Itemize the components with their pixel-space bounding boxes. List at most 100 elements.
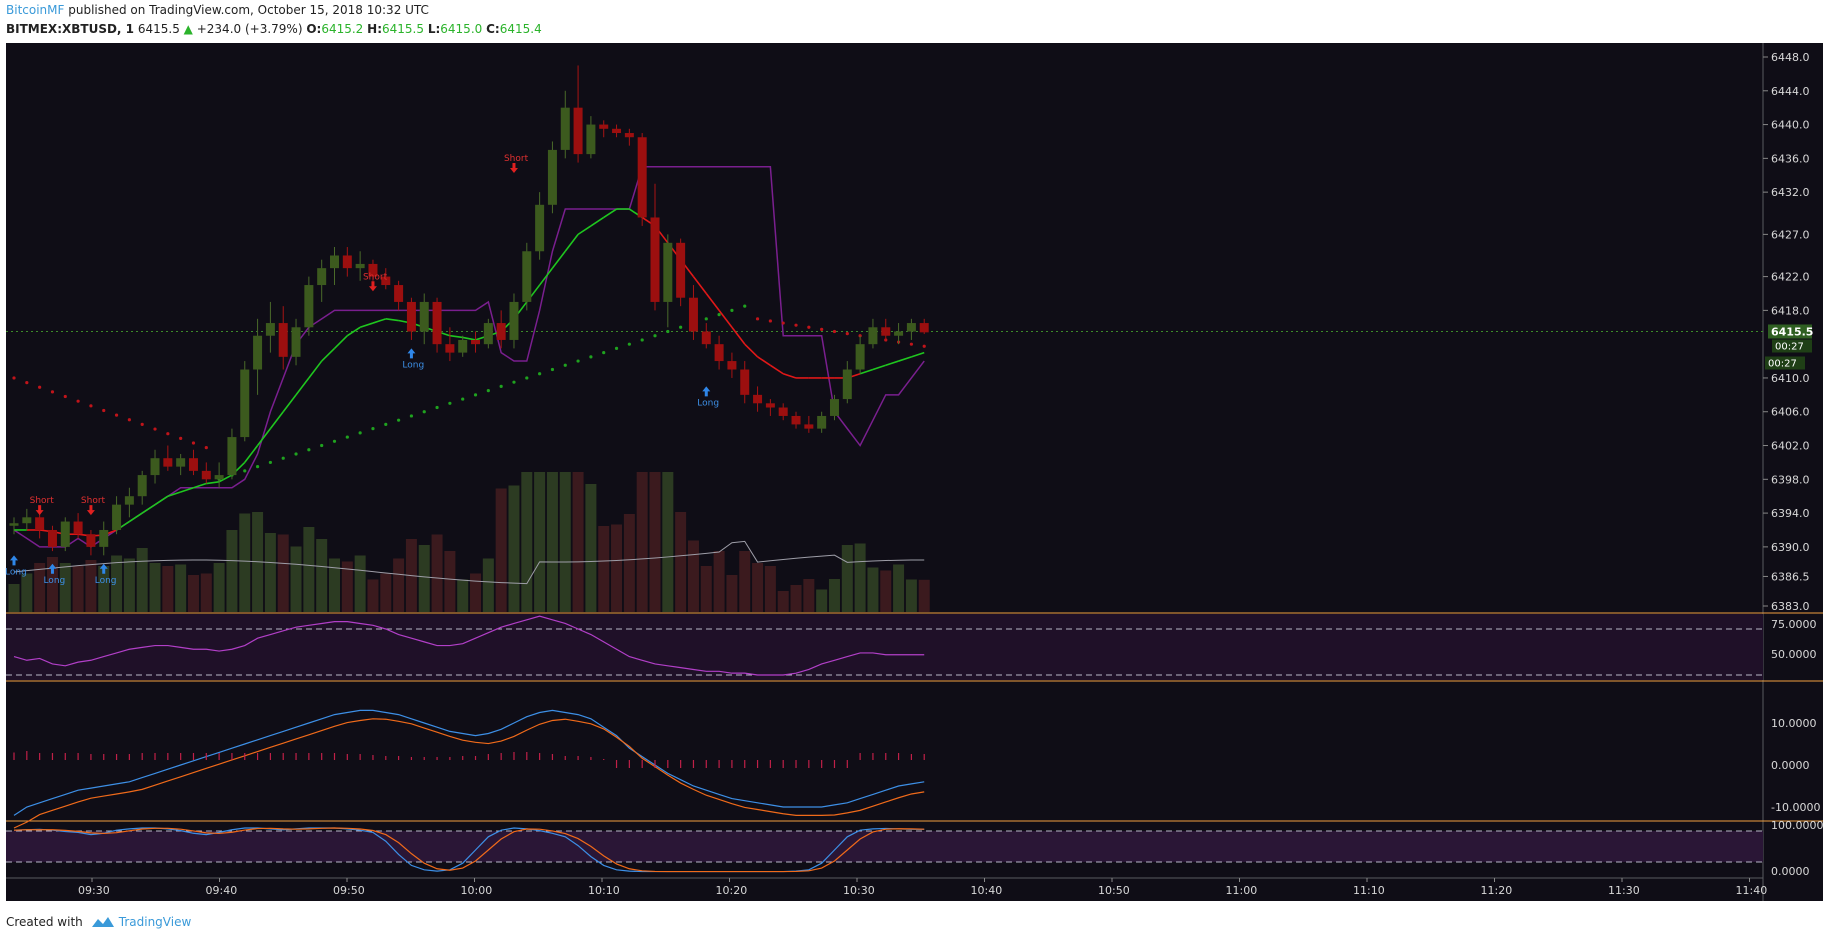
candle-body (227, 437, 237, 476)
time-tick-label: 11:20 (1481, 884, 1513, 897)
candle-body (253, 335, 263, 370)
price-tick-label: 6444.0 (1771, 85, 1810, 98)
sar-dot (589, 355, 593, 359)
sma-line-segment (308, 360, 323, 379)
volume-bar (649, 472, 661, 612)
candle-body (778, 407, 788, 416)
sma-line-segment (590, 216, 605, 227)
volume-bar (867, 567, 879, 612)
candle-body (714, 344, 724, 362)
author-link[interactable]: BitcoinMF (6, 3, 65, 17)
sma-line-segment (538, 267, 554, 286)
candle-body (47, 529, 57, 547)
sma-line-segment (872, 364, 887, 371)
sar-dot (563, 363, 567, 367)
sma-line-segment (154, 495, 169, 506)
stoch-band (6, 831, 1763, 862)
candle-body (445, 344, 455, 353)
rsi-tick-label: 50.0000 (1771, 648, 1817, 661)
candle-body (547, 149, 557, 205)
tradingview-logo-icon (91, 917, 114, 927)
time-tick-label: 11:40 (1736, 884, 1768, 897)
sar-dot (281, 456, 285, 460)
candle-body (829, 399, 839, 416)
candle-body (560, 107, 570, 150)
candle-body (765, 403, 775, 408)
volume-bar (816, 589, 828, 612)
price-tick-label: 6398.0 (1771, 473, 1810, 486)
candle-body (624, 133, 634, 138)
volume-bar (46, 557, 58, 612)
volume-bar (59, 563, 71, 612)
candle-body (317, 268, 327, 286)
sar-dot (435, 405, 439, 410)
volume-bar (559, 472, 571, 612)
low-label: L: (427, 22, 441, 36)
candle-body (727, 361, 737, 370)
rsi-line (13, 615, 925, 676)
long-signal-label: Long (5, 567, 27, 577)
sma-line-segment (731, 326, 746, 345)
candle-body (406, 301, 416, 332)
footer: Created with TradingView (6, 912, 191, 932)
candle-body (855, 344, 865, 370)
sma-line-segment (692, 276, 707, 294)
volume-bar (457, 579, 469, 612)
candle-body (368, 263, 378, 277)
price-tick-label: 6394.0 (1771, 507, 1810, 520)
volume-bar (675, 512, 687, 612)
sar-dot (38, 385, 42, 389)
volume-bar (226, 530, 238, 612)
sar-dot (384, 422, 388, 427)
sar-dot (89, 404, 93, 408)
sar-dot (550, 367, 555, 372)
candle-body (394, 285, 404, 302)
candle-body (265, 323, 275, 336)
rsi-tick-label: 75.0000 (1771, 618, 1817, 631)
time-tick-label: 11:30 (1608, 884, 1640, 897)
volume-bar (162, 566, 174, 612)
short-signal-label: Short (363, 272, 388, 282)
volume-bar (623, 514, 635, 612)
sma-line-segment (705, 293, 720, 311)
sar-dot (397, 418, 401, 422)
sar-dot (320, 443, 324, 448)
sma-line-segment (462, 336, 476, 341)
signal-line (13, 718, 925, 829)
time-tick-label: 10:00 (461, 884, 493, 897)
volume-bar (431, 534, 443, 612)
time-tick-label: 10:50 (1098, 884, 1130, 897)
candle-body (868, 327, 878, 345)
sma-line-segment (193, 482, 207, 489)
chart-header: BitcoinMF published on TradingView.com, … (6, 3, 1816, 39)
volume-bar (418, 545, 430, 612)
volume-bar (572, 472, 584, 612)
tradingview-link[interactable]: TradingView (91, 915, 192, 929)
candle-body (804, 424, 814, 429)
sar-dot (602, 351, 606, 355)
candle-body (291, 327, 301, 357)
volume-bar (880, 570, 892, 612)
sar-dot (653, 334, 657, 338)
candle-body (201, 470, 211, 480)
long-arrow-icon (10, 555, 18, 566)
candle-body (509, 301, 519, 340)
sar-dot (807, 325, 811, 329)
sar-dot (473, 393, 478, 397)
volume-bar (329, 558, 340, 612)
volume-bar (482, 558, 494, 612)
candle-body (35, 517, 45, 530)
macd-tick-label: 0.0000 (1771, 759, 1810, 772)
sma-line-segment (128, 512, 143, 523)
sar-dot (486, 389, 490, 393)
volume-bar (264, 533, 276, 612)
sar-dot (768, 319, 772, 323)
tradingview-brand: TradingView (118, 915, 192, 929)
sma-line-segment (321, 347, 336, 362)
volume-bar (534, 472, 546, 612)
candle-body (637, 137, 647, 218)
sma-line-segment (551, 250, 566, 269)
sar-dot (922, 344, 926, 348)
chart-area[interactable]: LongShortLongShortLongShortLongShortLong… (0, 0, 1828, 910)
short-arrow-icon (509, 163, 518, 174)
